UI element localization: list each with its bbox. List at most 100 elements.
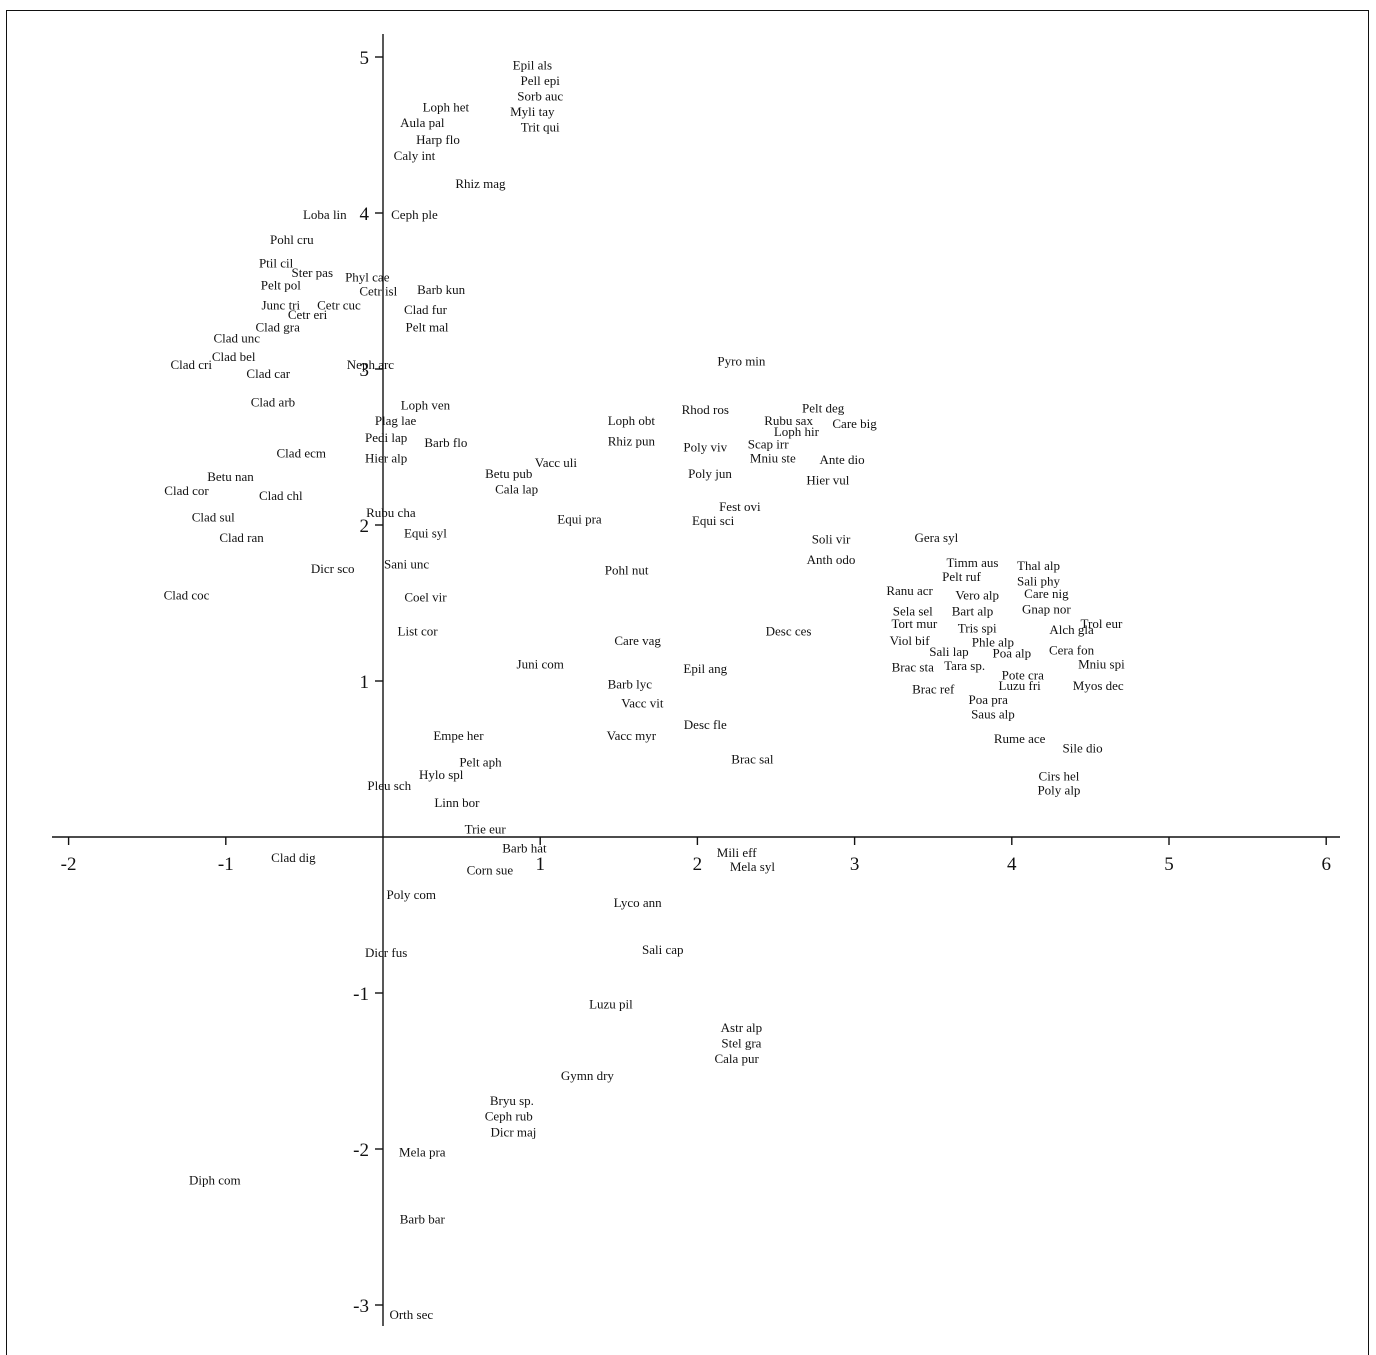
species-label: Trie eur xyxy=(465,822,507,837)
species-label: Barb lyc xyxy=(608,677,653,692)
species-label: Betu pub xyxy=(485,466,532,481)
species-label: Clad coc xyxy=(164,588,210,603)
x-tick-label: 3 xyxy=(850,854,860,875)
species-label: Sali phy xyxy=(1017,574,1060,589)
species-label: Myos dec xyxy=(1073,678,1124,693)
species-label: Ster pas xyxy=(291,265,333,280)
species-label: Clad dig xyxy=(271,850,316,865)
species-label: Diph com xyxy=(189,1173,241,1188)
species-label: Soli vir xyxy=(812,532,851,547)
species-label: Mili eff xyxy=(717,845,758,860)
species-label: Care nig xyxy=(1024,586,1069,601)
species-label: Rubu sax xyxy=(764,413,813,428)
species-label: Sali cap xyxy=(642,942,684,957)
species-label: Stel gra xyxy=(721,1035,761,1050)
species-label: Equi sci xyxy=(692,513,735,528)
tick-labels: -2 -1 1 2 3 4 5 6 5 4 3 2 1 -1 -2 -3 xyxy=(61,48,1331,1317)
species-label: Clad ran xyxy=(219,530,264,545)
species-label: Junc tri xyxy=(261,298,300,313)
species-label: Rhiz pun xyxy=(608,433,656,448)
species-label: Fest ovi xyxy=(719,499,761,514)
y-tick-label: -1 xyxy=(353,984,369,1005)
species-label: Equi syl xyxy=(404,525,447,540)
species-label: Clad car xyxy=(246,366,290,381)
species-label: Poly jun xyxy=(688,466,732,481)
x-tick-label: -2 xyxy=(61,854,77,875)
species-label: Cirs hel xyxy=(1039,769,1080,784)
species-label: Pleu sch xyxy=(367,778,411,793)
species-label: Cetr eri xyxy=(288,307,328,322)
species-label: Lyco ann xyxy=(614,895,663,910)
species-label: Brac sta xyxy=(892,659,934,674)
y-tick-label: 2 xyxy=(360,516,370,537)
species-label: Clad bel xyxy=(212,349,256,364)
species-label: Tara sp. xyxy=(944,658,985,673)
species-label: Pelt deg xyxy=(802,401,845,416)
species-label: Cetr cuc xyxy=(317,298,361,313)
species-label: Clad unc xyxy=(214,330,261,345)
species-label: Barb flo xyxy=(424,435,467,450)
species-label: Epil ang xyxy=(683,661,727,676)
species-label: Thal alp xyxy=(1017,558,1060,573)
species-label: Harp flo xyxy=(416,132,460,147)
species-label: Cetr isl xyxy=(359,284,397,299)
species-label: Clad sul xyxy=(192,510,235,525)
species-label: Ceph ple xyxy=(391,207,438,222)
species-label: Mela pra xyxy=(399,1145,446,1160)
species-label: Plag lae xyxy=(375,413,417,428)
species-label: Clad arb xyxy=(251,394,295,409)
species-label: List cor xyxy=(398,624,439,639)
species-label: Desc fle xyxy=(684,717,727,732)
species-label: Ante dio xyxy=(819,452,864,467)
species-label: Juni com xyxy=(517,656,564,671)
species-label: Aula pal xyxy=(400,115,445,130)
species-label: Sile dio xyxy=(1062,741,1102,756)
species-label: Orth sec xyxy=(389,1307,433,1322)
species-label: Dicr sco xyxy=(311,561,355,576)
species-label: Tris spi xyxy=(958,620,997,635)
species-label: Loph hir xyxy=(774,424,820,439)
species-label: Pelt pol xyxy=(261,277,301,292)
y-tick-label: 1 xyxy=(360,672,370,693)
species-label: Clad cor xyxy=(164,483,209,498)
species-label: Hylo spl xyxy=(419,767,464,782)
species-label: Vacc myr xyxy=(607,728,657,743)
species-label: Rhiz mag xyxy=(455,176,506,191)
species-label: Hier vul xyxy=(806,472,849,487)
axes xyxy=(52,34,1340,1326)
species-label: Barb bar xyxy=(400,1212,446,1227)
species-label: Epil als xyxy=(513,57,552,72)
species-label: Phle alp xyxy=(972,635,1014,650)
species-label: Loph obt xyxy=(608,413,656,428)
species-label: Astr alp xyxy=(721,1020,763,1035)
species-label: Ceph rub xyxy=(485,1109,533,1124)
species-label: Dicr fus xyxy=(365,945,407,960)
x-tick-label: 5 xyxy=(1164,854,1174,875)
species-label: Viol bif xyxy=(890,633,931,648)
species-label: Ptil cil xyxy=(259,255,294,270)
species-label: Bart alp xyxy=(952,603,994,618)
species-label: Caly int xyxy=(394,148,436,163)
species-label: Dicr maj xyxy=(491,1124,537,1139)
species-label: Poly viv xyxy=(683,440,727,455)
species-label: Corn sue xyxy=(467,862,514,877)
species-label: Gnap nor xyxy=(1022,602,1071,617)
species-label: Pell epi xyxy=(521,73,561,88)
species-label: Pyro min xyxy=(717,354,766,369)
species-label: Pelt aph xyxy=(459,755,502,770)
species-label: Timm aus xyxy=(947,555,999,570)
species-label: Poa alp xyxy=(992,645,1031,660)
species-label: Brac ref xyxy=(912,681,955,696)
species-label: Luzu pil xyxy=(589,996,633,1011)
species-label: Rume ace xyxy=(994,731,1046,746)
species-label: Pote cra xyxy=(1002,667,1044,682)
species-label: Sela sel xyxy=(893,603,933,618)
species-label: Mniu spi xyxy=(1078,656,1125,671)
species-label: Mniu ste xyxy=(750,450,796,465)
species-label: Pohl nut xyxy=(605,563,649,578)
species-label: Ranu acr xyxy=(886,583,933,598)
species-label: Loph ven xyxy=(401,397,451,412)
species-label: Alch gla xyxy=(1049,622,1094,637)
species-label: Betu nan xyxy=(207,469,254,484)
